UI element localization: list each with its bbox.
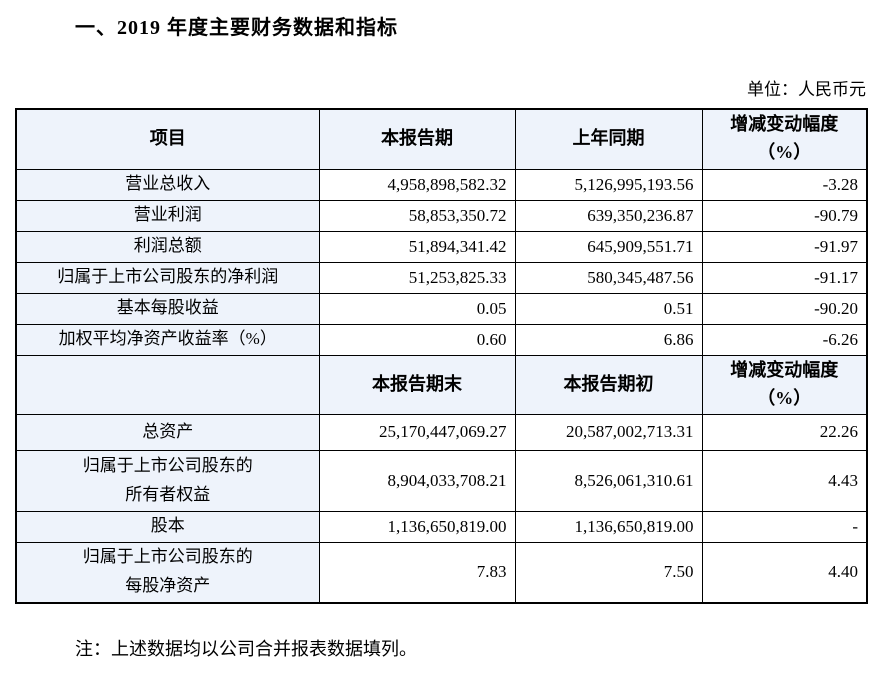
table-row: 利润总额 51,894,341.42 645,909,551.71 -91.97 — [15, 230, 868, 263]
value-cell: 5,126,995,193.56 — [514, 168, 703, 201]
value-cell: 639,350,236.87 — [514, 199, 703, 232]
value-cell: 1,136,650,819.00 — [318, 510, 516, 543]
value-cell: -90.79 — [701, 199, 868, 232]
value-cell: 4,958,898,582.32 — [318, 168, 516, 201]
table-row: 加权平均净资产收益率（%） 0.60 6.86 -6.26 — [15, 323, 868, 356]
value-cell: 51,894,341.42 — [318, 230, 516, 263]
value-cell: 1,136,650,819.00 — [514, 510, 703, 543]
row-label-cell: 股本 — [15, 510, 320, 543]
header-cell-current-period: 本报告期 — [318, 108, 516, 170]
table-row: 营业利润 58,853,350.72 639,350,236.87 -90.79 — [15, 199, 868, 232]
table-row: 营业总收入 4,958,898,582.32 5,126,995,193.56 … — [15, 168, 868, 201]
value-cell: 4.43 — [701, 449, 868, 512]
value-cell: -91.17 — [701, 261, 868, 294]
header-cell-change-pct: 增减变动幅度 （%） — [701, 354, 868, 415]
row-label-cell: 总资产 — [15, 413, 320, 451]
value-cell: -3.28 — [701, 168, 868, 201]
row-label-cell: 基本每股收益 — [15, 292, 320, 325]
table-header-row-2: 本报告期末 本报告期初 增减变动幅度 （%） — [15, 354, 868, 415]
table-row: 股本 1,136,650,819.00 1,136,650,819.00 - — [15, 510, 868, 543]
value-cell: 7.50 — [514, 541, 703, 604]
row-label-cell: 利润总额 — [15, 230, 320, 263]
row-label-cell: 营业利润 — [15, 199, 320, 232]
value-cell: 0.05 — [318, 292, 516, 325]
unit-label: 单位：人民币元 — [747, 80, 866, 99]
table-row: 总资产 25,170,447,069.27 20,587,002,713.31 … — [15, 413, 868, 451]
header-cell-period-begin: 本报告期初 — [514, 354, 703, 415]
table-header-row-1: 项目 本报告期 上年同期 增减变动幅度 （%） — [15, 108, 868, 170]
value-cell: 4.40 — [701, 541, 868, 604]
value-cell: 25,170,447,069.27 — [318, 413, 516, 451]
row-label-cell: 营业总收入 — [15, 168, 320, 201]
value-cell: -90.20 — [701, 292, 868, 325]
header-cell-prior-period: 上年同期 — [514, 108, 703, 170]
table-note: 注：上述数据均以公司合并报表数据填列。 — [75, 639, 417, 659]
section-title: 一、2019 年度主要财务数据和指标 — [75, 17, 398, 39]
table-row: 基本每股收益 0.05 0.51 -90.20 — [15, 292, 868, 325]
value-cell: 20,587,002,713.31 — [514, 413, 703, 451]
header-cell-period-end: 本报告期末 — [318, 354, 516, 415]
value-cell: 8,526,061,310.61 — [514, 449, 703, 512]
value-cell: -91.97 — [701, 230, 868, 263]
value-cell: 580,345,487.56 — [514, 261, 703, 294]
table-row: 归属于上市公司股东的 所有者权益 8,904,033,708.21 8,526,… — [15, 449, 868, 512]
row-label-cell: 归属于上市公司股东的 所有者权益 — [15, 449, 320, 512]
financial-summary-table: 项目 本报告期 上年同期 增减变动幅度 （%） 营业总收入 4,958,898,… — [15, 108, 868, 604]
header-cell-item: 项目 — [15, 108, 320, 170]
value-cell: 6.86 — [514, 323, 703, 356]
value-cell: 7.83 — [318, 541, 516, 604]
row-label-cell: 归属于上市公司股东的净利润 — [15, 261, 320, 294]
header-cell-change-pct: 增减变动幅度 （%） — [701, 108, 868, 170]
row-label-cell: 归属于上市公司股东的 每股净资产 — [15, 541, 320, 604]
value-cell: -6.26 — [701, 323, 868, 356]
value-cell: 8,904,033,708.21 — [318, 449, 516, 512]
value-cell: 0.60 — [318, 323, 516, 356]
document-page: 一、2019 年度主要财务数据和指标 单位：人民币元 项目 本报告期 上年同期 … — [0, 11, 888, 694]
table-row: 归属于上市公司股东的净利润 51,253,825.33 580,345,487.… — [15, 261, 868, 294]
row-label-cell: 加权平均净资产收益率（%） — [15, 323, 320, 356]
value-cell: 645,909,551.71 — [514, 230, 703, 263]
table-row: 归属于上市公司股东的 每股净资产 7.83 7.50 4.40 — [15, 541, 868, 604]
value-cell: - — [701, 510, 868, 543]
value-cell: 58,853,350.72 — [318, 199, 516, 232]
header-cell-empty — [15, 354, 320, 415]
value-cell: 22.26 — [701, 413, 868, 451]
value-cell: 51,253,825.33 — [318, 261, 516, 294]
value-cell: 0.51 — [514, 292, 703, 325]
